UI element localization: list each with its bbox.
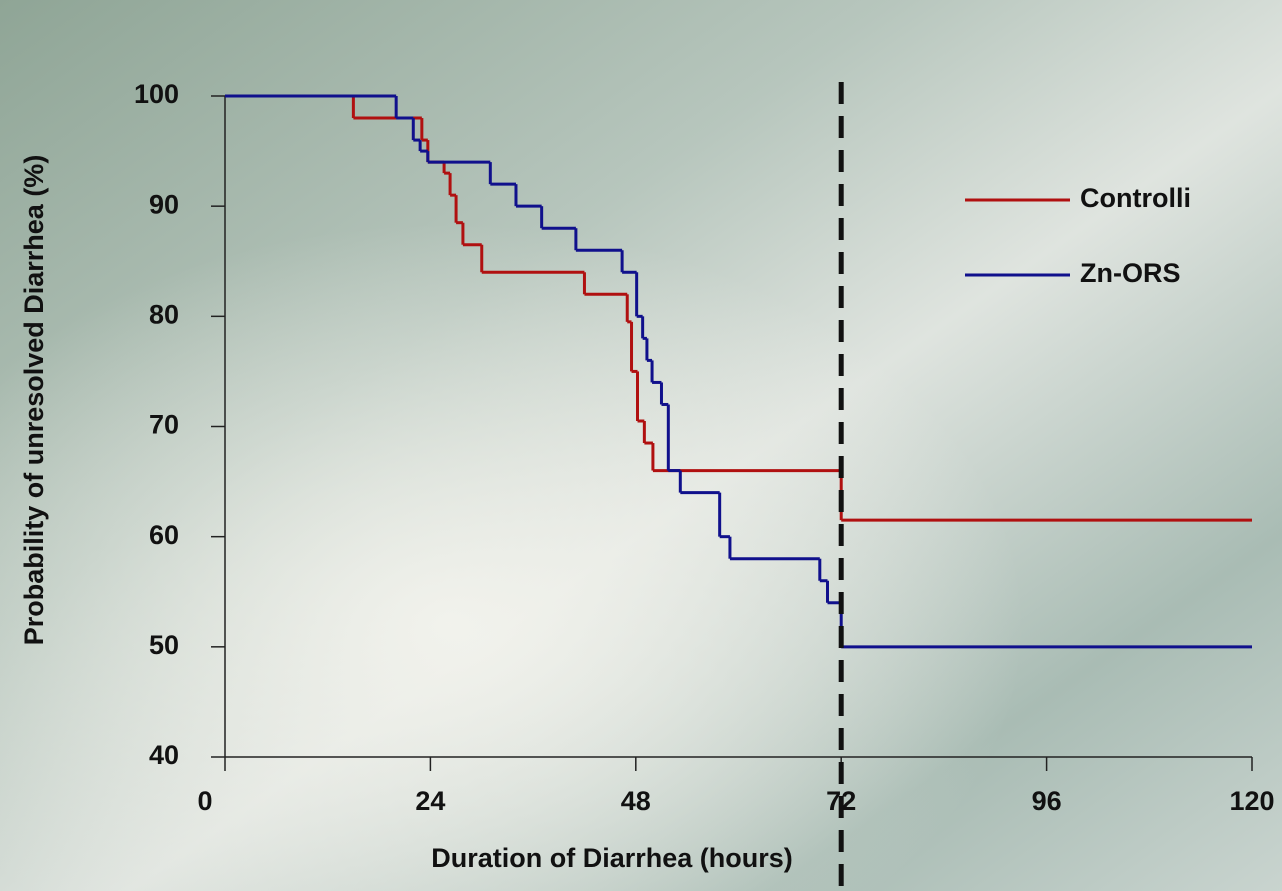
x-tick-label: 120 [1229,786,1274,816]
x-axis-label: Duration of Diarrhea (hours) [431,843,793,873]
y-tick-label: 100 [134,79,179,109]
legend-label: Zn-ORS [1080,258,1181,288]
y-tick-label: 60 [149,520,179,550]
legend-label: Controlli [1080,183,1191,213]
y-tick-label: 90 [149,189,179,219]
y-axis-label: Probability of unresolved Diarrhea (%) [19,155,49,646]
x-tick-label: 0 [197,786,212,816]
x-tick-label: 24 [415,786,445,816]
y-tick-label: 70 [149,410,179,440]
y-tick-label: 50 [149,630,179,660]
y-tick-label: 40 [149,740,179,770]
x-tick-label: 48 [621,786,651,816]
y-tick-label: 80 [149,299,179,329]
x-tick-label: 96 [1032,786,1062,816]
